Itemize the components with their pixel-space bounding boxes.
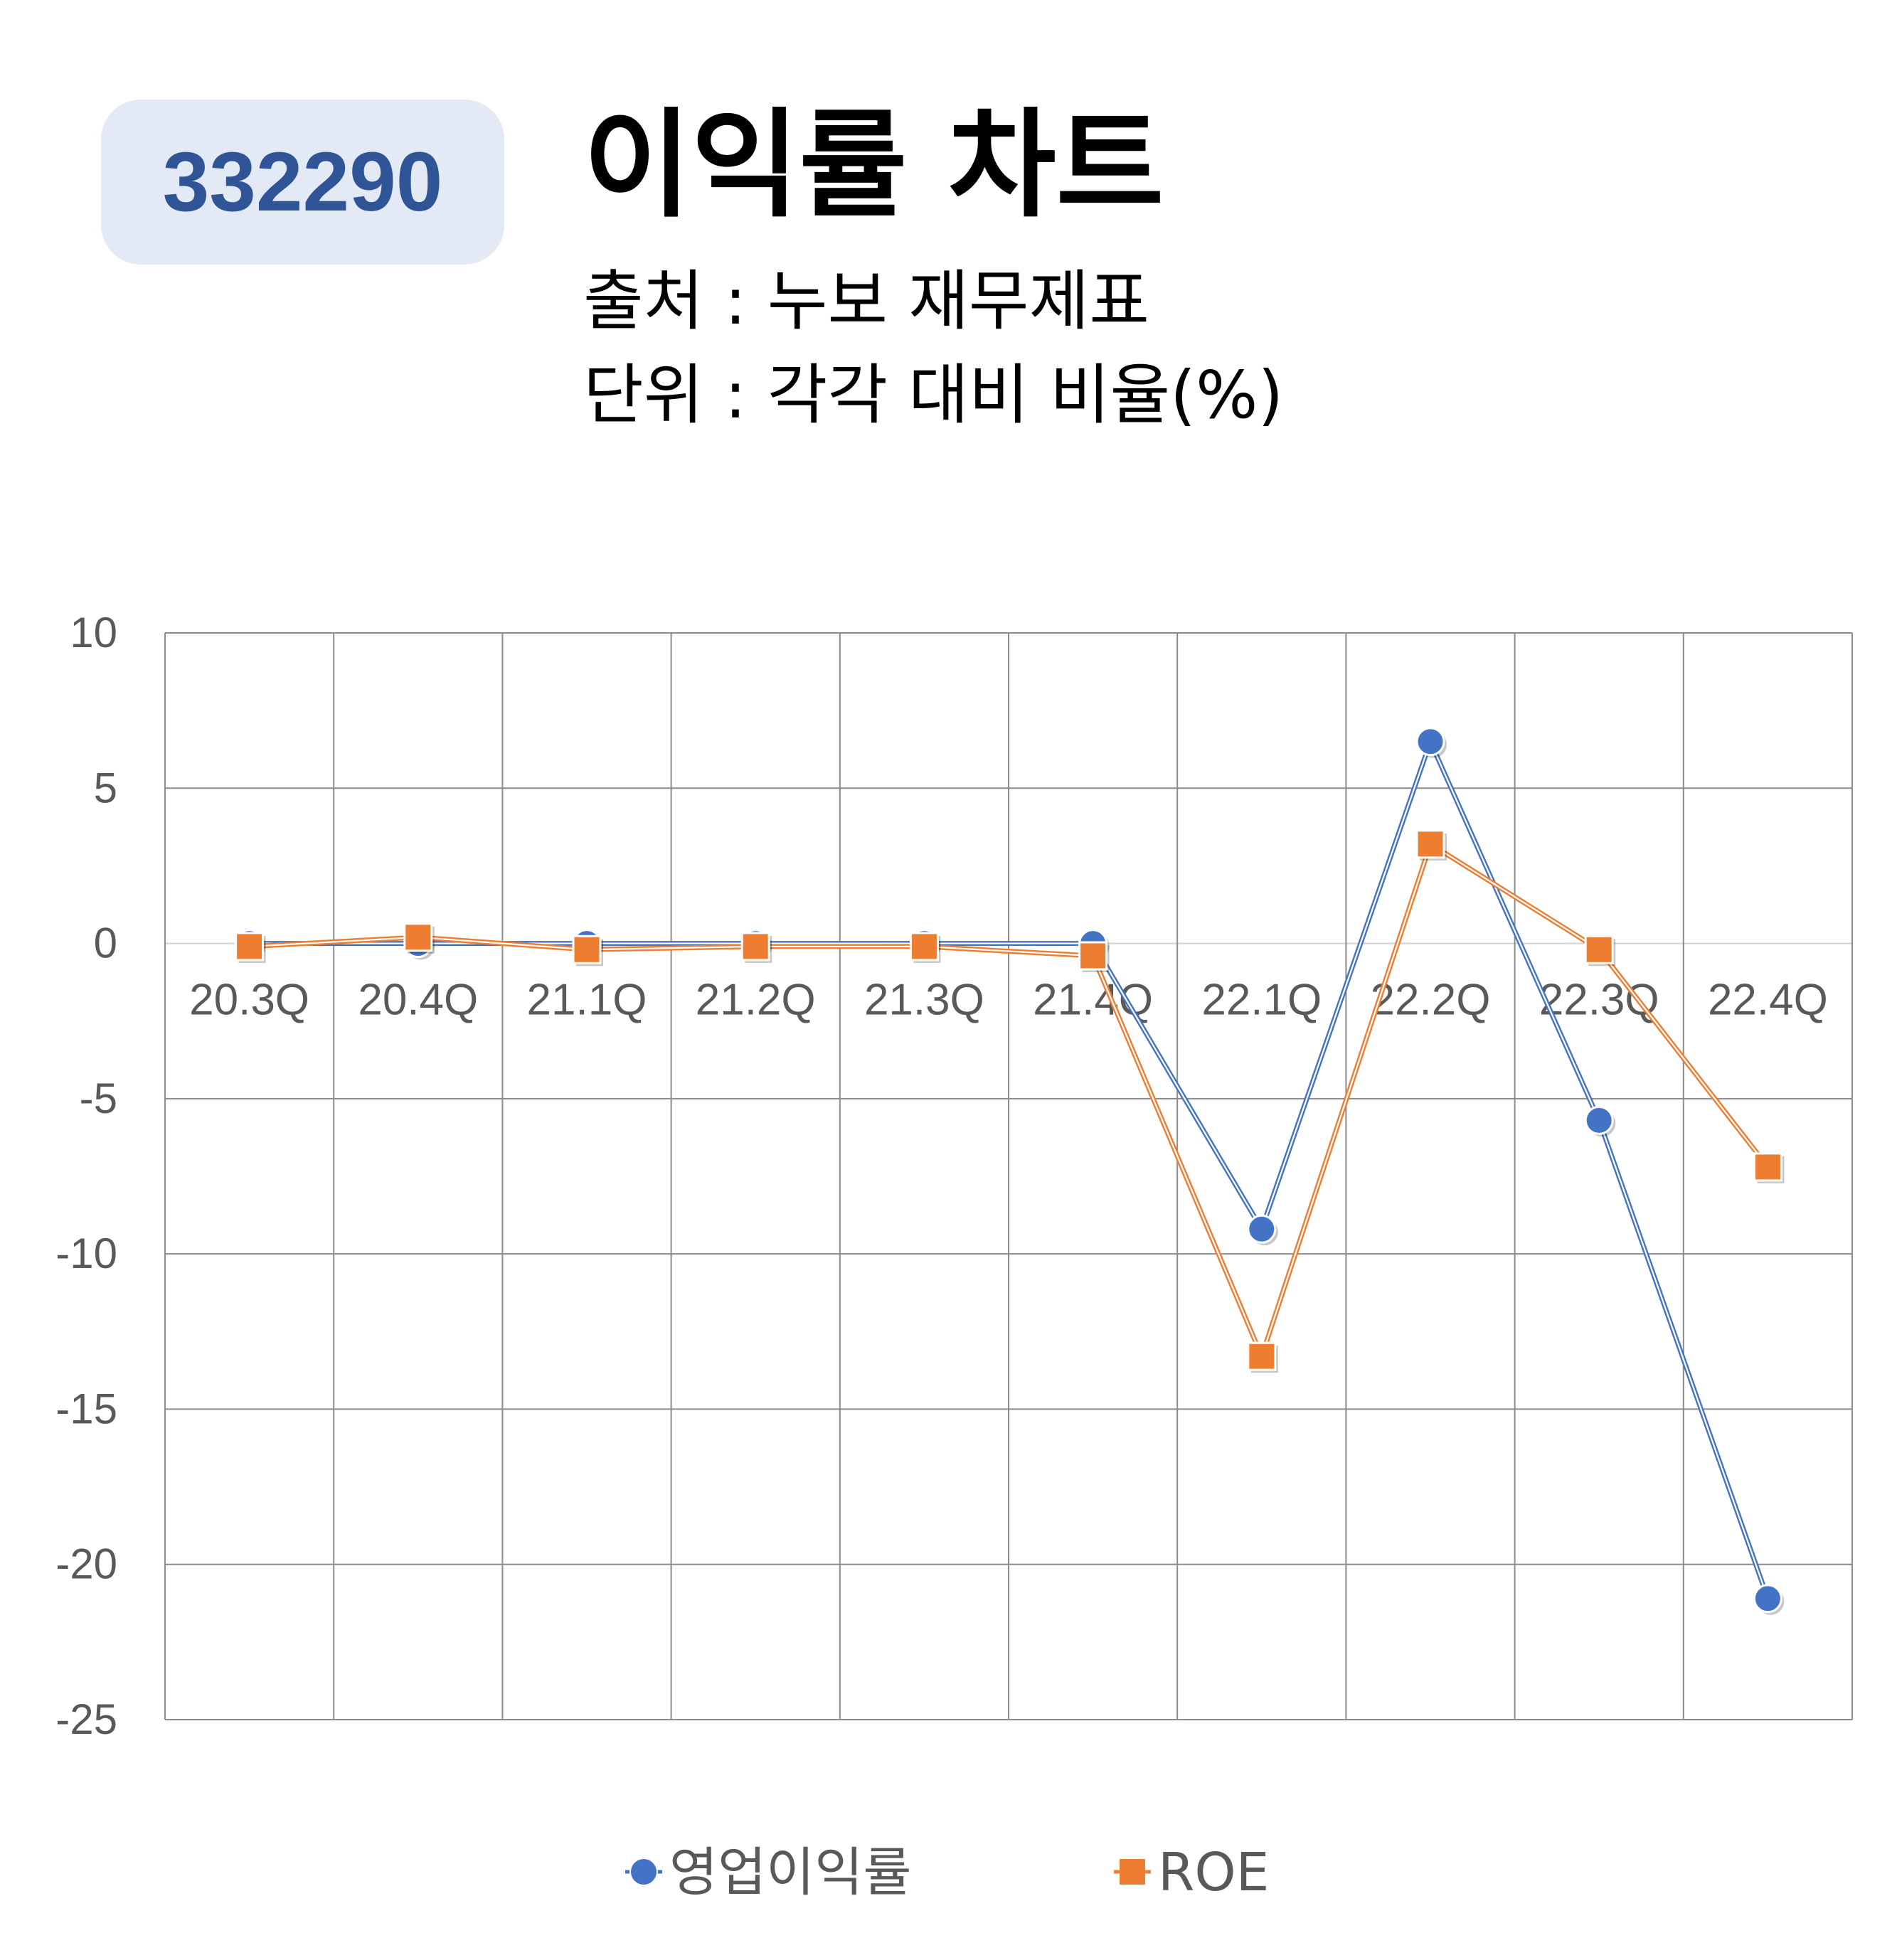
x-tick-label: 22.2Q (1371, 976, 1491, 1025)
y-tick-label: -20 (55, 1540, 117, 1588)
y-tick-label: -5 (80, 1075, 117, 1122)
data-point (235, 932, 265, 962)
y-tick-label: -10 (55, 1230, 117, 1277)
series-line-inner-1 (249, 843, 1769, 1358)
data-point (740, 932, 770, 962)
legend-label: 영업이익률 (669, 1842, 911, 1903)
x-tick-label: 21.2Q (696, 976, 816, 1025)
data-point (1078, 941, 1108, 971)
x-tick-label: 22.4Q (1708, 976, 1828, 1025)
chart-series (235, 727, 1785, 1615)
x-tick-label: 21.3Q (864, 976, 984, 1025)
x-tick-label: 21.1Q (527, 976, 647, 1025)
data-point (1584, 1105, 1614, 1135)
x-tick-label: 20.4Q (358, 976, 478, 1025)
x-tick-label: 22.1Q (1201, 976, 1322, 1025)
data-point (1753, 1152, 1782, 1182)
y-tick-label: 5 (94, 764, 117, 811)
data-point (1415, 829, 1445, 859)
data-point (1584, 934, 1614, 964)
y-axis-ticks: 10 5 0 -5 -10 -15 -20 -25 (55, 609, 117, 1743)
data-point (1415, 727, 1445, 757)
y-tick-label: -15 (55, 1385, 117, 1432)
data-point (1247, 1214, 1277, 1244)
data-point (1753, 1584, 1782, 1614)
data-point (403, 922, 433, 952)
legend-marker (629, 1858, 658, 1886)
legend-marker (1120, 1859, 1145, 1885)
y-tick-label: 10 (70, 609, 117, 656)
data-point (909, 932, 939, 962)
legend-label: ROE (1158, 1842, 1269, 1903)
data-point (572, 934, 602, 964)
y-tick-label: -25 (55, 1695, 117, 1743)
x-tick-label: 21.4Q (1033, 976, 1153, 1025)
source-line: 출처 : 누보 재무제표 (583, 263, 1149, 339)
chart-legend: 영업이익률 ROE (625, 1842, 1269, 1903)
chart-title: 이익률 차트 (583, 97, 1164, 233)
unit-line: 단위 : 각각 대비 비율(%) (583, 357, 1284, 433)
chart-grid (164, 632, 1853, 1720)
y-tick-label: 0 (94, 920, 117, 967)
x-tick-label: 20.3Q (189, 976, 309, 1025)
data-point (1247, 1341, 1277, 1371)
x-axis-ticks: 20.3Q 20.4Q 21.1Q 21.2Q 21.3Q 21.4Q 22.1Q 22.2Q… (189, 976, 1828, 1025)
stock-code-badge: 332290 (101, 100, 504, 265)
